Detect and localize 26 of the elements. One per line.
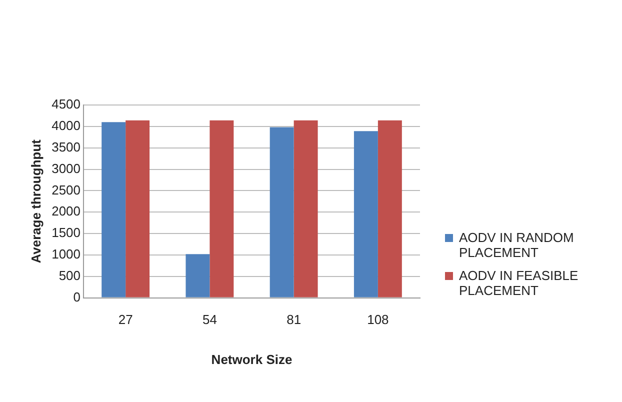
bar — [270, 127, 294, 298]
bar — [354, 131, 378, 298]
bar — [378, 120, 402, 298]
y-tick-label: 3500 — [52, 139, 81, 154]
y-tick-label: 0 — [73, 289, 81, 304]
y-tick-label: 500 — [58, 268, 81, 283]
y-tick-label: 1500 — [52, 225, 81, 240]
bar — [102, 122, 126, 298]
bar — [186, 254, 210, 298]
x-tick-label: 54 — [202, 312, 217, 328]
x-tick-label: 108 — [367, 312, 389, 328]
bar — [126, 120, 150, 298]
legend-label: AODV IN FEASIBLE PLACEMENT — [459, 268, 580, 298]
y-tick-label: 1000 — [52, 246, 81, 262]
y-axis-title: Average throughput — [28, 138, 44, 264]
x-tick-label: 27 — [118, 312, 133, 328]
y-tick-label: 3000 — [52, 160, 81, 176]
x-axis-title: Network Size — [211, 352, 292, 367]
bar — [210, 120, 234, 298]
x-tick-label: 81 — [286, 312, 302, 328]
y-tick-label: 2500 — [52, 182, 81, 198]
legend-label: AODV IN RANDOM PLACEMENT — [459, 230, 575, 260]
y-tick-label: 4500 — [52, 96, 81, 112]
y-tick-label: 4000 — [52, 118, 81, 133]
bar — [294, 120, 318, 298]
y-tick-label: 2000 — [52, 204, 81, 219]
